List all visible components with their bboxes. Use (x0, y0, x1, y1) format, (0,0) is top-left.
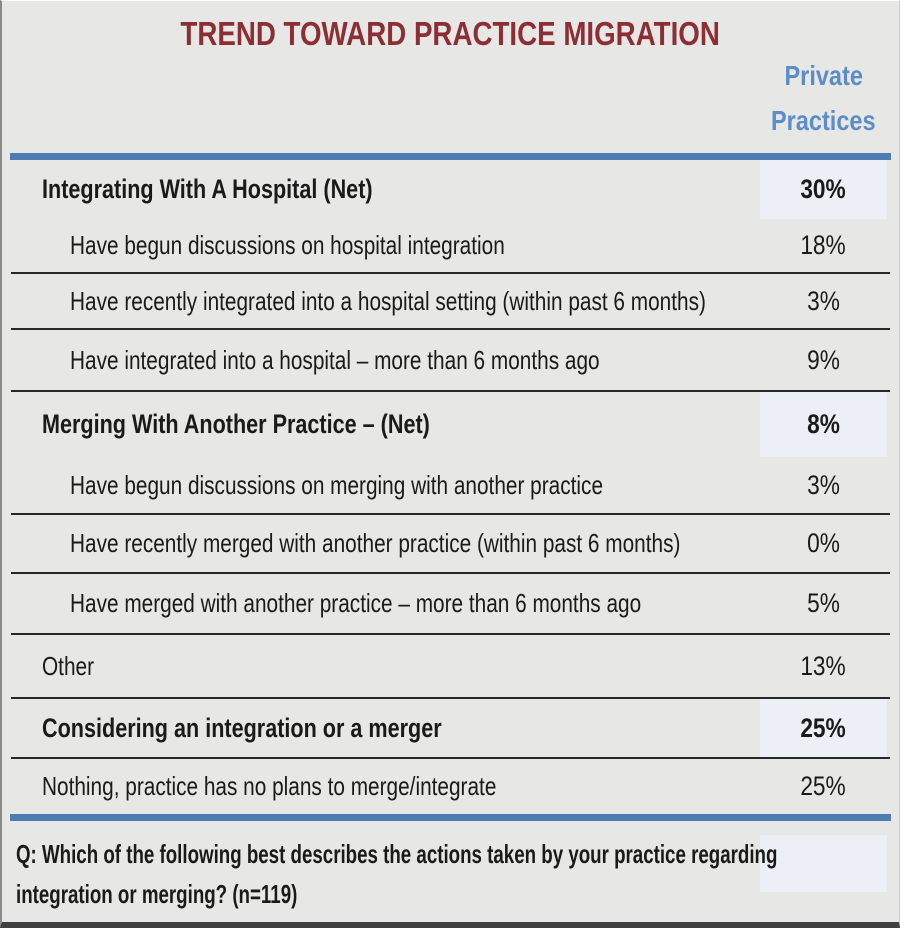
column-header-line1: Private (784, 60, 863, 91)
row-label-text: Have merged with another practice – more… (70, 588, 642, 618)
column-header-private-practices: Private Practices (760, 53, 887, 143)
row-value: 25% (760, 699, 887, 757)
row-label-text: Nothing, practice has no plans to merge/… (42, 771, 497, 801)
table-row: Integrating With A Hospital (Net) 30% (11, 160, 890, 219)
table-row: Other 13% (11, 635, 890, 699)
row-value: 8% (760, 392, 887, 457)
row-value: 13% (760, 635, 887, 697)
row-label: Nothing, practice has no plans to merge/… (11, 771, 610, 802)
question-footnote: Q: Which of the following best describes… (2, 834, 899, 922)
row-label-text: Integrating With A Hospital (Net) (42, 174, 373, 204)
column-header-line2: Practices (771, 105, 876, 136)
table-row: Considering an integration or a merger 25… (11, 699, 890, 759)
row-label-text: Have recently merged with another practi… (70, 528, 681, 558)
row-value: 25% (760, 759, 887, 814)
row-value-text: 3% (807, 285, 840, 316)
row-value-text: 30% (800, 174, 847, 204)
row-value: 30% (760, 160, 887, 219)
row-value: 18% (760, 219, 887, 272)
row-label: Have recently integrated into a hospital… (11, 286, 865, 317)
row-value: 3% (760, 457, 887, 513)
table-row: Have begun discussions on merging with a… (11, 457, 890, 515)
row-value-text: 25% (800, 712, 847, 743)
row-value-text: 25% (800, 771, 847, 801)
row-label-text: Merging With Another Practice – (Net) (42, 409, 430, 439)
row-value-text: 3% (807, 469, 840, 500)
table-row: Have recently integrated into a hospital… (11, 274, 890, 330)
row-label-text: Have integrated into a hospital – more t… (70, 344, 600, 375)
row-label-text: Have begun discussions on hospital integ… (70, 230, 505, 260)
row-label: Have begun discussions on hospital integ… (11, 230, 613, 261)
row-value-text: 9% (807, 344, 840, 375)
header-rule (10, 153, 891, 160)
table-row: Nothing, practice has no plans to merge/… (11, 759, 890, 814)
table-title: TREND TOWARD PRACTICE MIGRATION (2, 15, 899, 53)
row-label-text: Have recently integrated into a hospital… (70, 285, 706, 316)
footnote-highlight (760, 835, 887, 892)
row-value: 3% (760, 274, 887, 328)
row-value: 9% (760, 330, 887, 390)
row-label: Have begun discussions on merging with a… (11, 470, 736, 501)
row-label: Considering an integration or a merger (11, 713, 542, 744)
table-row: Have begun discussions on hospital integ… (11, 219, 890, 274)
row-value: 0% (760, 515, 887, 572)
table-row: Have integrated into a hospital – more t… (11, 330, 890, 392)
row-label: Have recently merged with another practi… (11, 528, 833, 559)
table-row: Merging With Another Practice – (Net) 8% (11, 392, 890, 457)
row-label: Other (11, 651, 107, 682)
row-value: 5% (760, 574, 887, 633)
row-value-text: 8% (807, 409, 840, 439)
table-title-text: TREND TOWARD PRACTICE MIGRATION (180, 15, 721, 52)
row-label: Integrating With A Hospital (Net) (11, 174, 455, 205)
row-value-text: 18% (800, 230, 847, 260)
row-label: Have integrated into a hospital – more t… (11, 345, 732, 376)
row-label-text: Have begun discussions on merging with a… (70, 469, 604, 500)
footnote-line1: Q: Which of the following best describes… (16, 839, 778, 869)
table-row: Have merged with another practice – more… (11, 574, 890, 635)
row-value-text: 5% (807, 588, 840, 618)
table-body: Integrating With A Hospital (Net) 30% Have… (11, 160, 890, 814)
row-label: Merging With Another Practice – (Net) (11, 409, 527, 440)
row-label-text: Considering an integration or a merger (42, 712, 442, 743)
footer-rule (10, 814, 891, 821)
footnote-line2: integration or merging? (n=119) (16, 879, 298, 909)
row-value-text: 0% (807, 528, 840, 558)
row-label: Have merged with another practice – more… (11, 588, 784, 619)
row-label-text: Other (42, 650, 95, 681)
table-row: Have recently merged with another practi… (11, 515, 890, 574)
row-value-text: 13% (800, 650, 847, 681)
